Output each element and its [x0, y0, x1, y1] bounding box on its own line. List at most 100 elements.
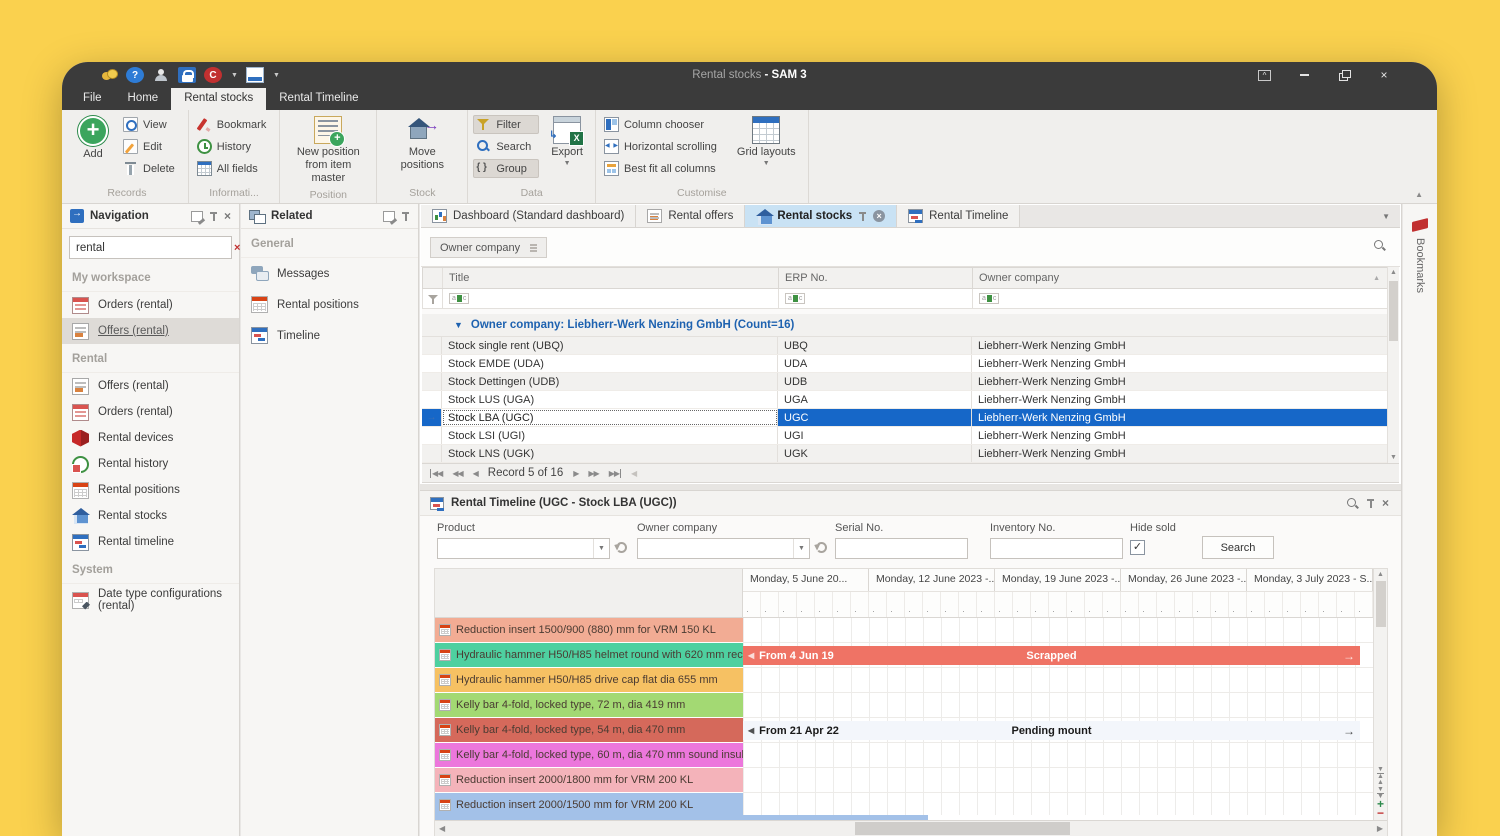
timeline-row-label[interactable]: Hydraulic hammer H50/H85 drive cap flat …: [435, 668, 743, 693]
table-row[interactable]: → Stock Dettingen (UDB) UDB Liebherr-Wer…: [422, 373, 1399, 391]
serial-no-input[interactable]: [835, 538, 968, 559]
cell-owner[interactable]: Liebherr-Werk Nenzing GmbH: [972, 445, 1399, 462]
bookmark-button[interactable]: Bookmark: [194, 115, 275, 134]
cell-erp[interactable]: UBQ: [778, 337, 972, 354]
sidebar-item[interactable]: Rental timeline: [62, 529, 239, 555]
cell-title[interactable]: Stock LSI (UGI): [442, 427, 778, 444]
table-row[interactable]: → Stock single rent (UBQ) UBQ Liebherr-W…: [422, 337, 1399, 355]
gantt-bar[interactable]: ◀ From 21 Apr 22 Pending mount →: [743, 721, 1360, 740]
sidebar-item[interactable]: Offers (rental): [62, 318, 239, 344]
scroll-right-icon[interactable]: ▶: [1377, 824, 1383, 833]
pin-icon[interactable]: [858, 211, 867, 222]
timeline-row-label[interactable]: Reduction insert 2000/1800 mm for VRM 20…: [435, 768, 743, 793]
view-button[interactable]: View: [120, 115, 183, 134]
cell-owner[interactable]: Liebherr-Werk Nenzing GmbH: [972, 427, 1399, 444]
cell-title[interactable]: Stock Dettingen (UDB): [442, 373, 778, 390]
product-combo[interactable]: ▼: [437, 538, 610, 559]
table-row[interactable]: → Stock EMDE (UDA) UDA Liebherr-Werk Nen…: [422, 355, 1399, 373]
search-icon[interactable]: [1373, 239, 1386, 252]
search-button[interactable]: Search: [1202, 536, 1274, 559]
ribbon-tab[interactable]: Home: [115, 88, 172, 110]
table-row[interactable]: → Stock LBA (UGC) UGC Liebherr-Werk Nenz…: [422, 409, 1399, 427]
sidebar-item[interactable]: Orders (rental): [62, 292, 239, 318]
ribbon-tab[interactable]: Rental stocks: [171, 88, 266, 110]
grid-layouts-button[interactable]: Grid layouts▼: [730, 115, 803, 169]
timeline-row-label[interactable]: Kelly bar 4-fold, locked type, 72 m, dia…: [435, 693, 743, 718]
chevron-down-icon[interactable]: ▼: [231, 72, 238, 79]
scroll-down-icon[interactable]: ▼: [1388, 454, 1399, 461]
filter-toggle-button[interactable]: Filter: [473, 115, 539, 134]
edit-button[interactable]: Edit: [120, 137, 183, 156]
scroll-left-icon[interactable]: ◀: [439, 824, 445, 833]
cell-title[interactable]: Stock single rent (UBQ): [442, 337, 778, 354]
cell-title[interactable]: Stock EMDE (UDA): [442, 355, 778, 372]
scroll-down-icon[interactable]: ▼: [1377, 766, 1384, 773]
cell-erp[interactable]: UGK: [778, 445, 972, 462]
table-row[interactable]: → Stock LSI (UGI) UGI Liebherr-Werk Nenz…: [422, 427, 1399, 445]
close-icon[interactable]: ×: [1382, 497, 1389, 509]
table-row[interactable]: → Stock LUS (UGA) UGA Liebherr-Werk Nenz…: [422, 391, 1399, 409]
grid-vertical-scrollbar[interactable]: ▲ ▼: [1387, 267, 1399, 463]
cell-owner[interactable]: Liebherr-Werk Nenzing GmbH: [972, 373, 1399, 390]
timeline-row-label[interactable]: Reduction insert 2000/1500 mm for VRM 20…: [435, 793, 743, 815]
pin-icon[interactable]: [1366, 498, 1375, 509]
tab-list-caret-icon[interactable]: ▼: [1382, 212, 1390, 221]
cell-owner[interactable]: Liebherr-Werk Nenzing GmbH: [972, 355, 1399, 372]
chevron-down-icon[interactable]: ▼: [273, 72, 280, 79]
zoom-out-icon[interactable]: −: [1377, 809, 1384, 818]
filter-cell-title[interactable]: ac: [443, 289, 779, 308]
prev-page-button[interactable]: ◀◀: [452, 469, 462, 478]
scroll-up-icon[interactable]: ▲: [1377, 571, 1384, 578]
edit-list-icon[interactable]: [383, 211, 395, 222]
last-record-button[interactable]: ▶▶: [609, 469, 621, 478]
timeline-row-label[interactable]: Reduction insert 1500/900 (880) mm for V…: [435, 618, 743, 643]
column-header-owner[interactable]: Owner company▲: [973, 268, 1386, 288]
timeline-row-label[interactable]: Kelly bar 4-fold, locked type, 60 m, dia…: [435, 743, 743, 768]
scrollbar-thumb[interactable]: [1376, 581, 1386, 627]
cell-title[interactable]: Stock LUS (UGA): [442, 391, 778, 408]
history-button[interactable]: History: [194, 137, 275, 156]
user-icon[interactable]: [152, 67, 170, 83]
section-header[interactable]: My workspace: [62, 263, 239, 292]
horizontal-scrolling-button[interactable]: Horizontal scrolling: [601, 137, 725, 156]
next-page-button[interactable]: ▶▶: [588, 469, 598, 478]
document-tab[interactable]: Rental offers: [636, 205, 745, 227]
delete-button[interactable]: Delete: [120, 159, 183, 178]
grid-group-row[interactable]: ▼ Owner company: Liebherr-Werk Nenzing G…: [422, 314, 1399, 337]
document-tab[interactable]: Rental stocks ×: [745, 205, 897, 227]
search-icon[interactable]: [1346, 497, 1359, 510]
clear-search-icon[interactable]: ×: [234, 242, 240, 254]
sidebar-item[interactable]: Rental devices: [62, 425, 239, 451]
scroll-left-icon[interactable]: ◀: [631, 469, 636, 478]
pin-icon[interactable]: [401, 211, 410, 222]
scroll-up-icon[interactable]: ▲: [1388, 269, 1399, 276]
column-chooser-button[interactable]: Column chooser: [601, 115, 725, 134]
scrollbar-thumb[interactable]: [855, 822, 1070, 835]
close-tab-icon[interactable]: ×: [873, 210, 885, 222]
timeline-row-label[interactable]: Hydraulic hammer H50/H85 helmet round wi…: [435, 643, 743, 668]
restore-button[interactable]: [1337, 69, 1351, 81]
cell-erp[interactable]: UGA: [778, 391, 972, 408]
timeline-row-label[interactable]: Kelly bar 4-fold, locked type, 54 m, dia…: [435, 718, 743, 743]
page-up-icon[interactable]: ▲: [1377, 779, 1384, 786]
section-header[interactable]: Rental: [62, 344, 239, 373]
collapse-ribbon-icon[interactable]: ▲: [1415, 190, 1423, 199]
column-header-title[interactable]: Title: [443, 268, 779, 288]
section-header[interactable]: General: [241, 229, 418, 258]
refresh-icon[interactable]: C: [204, 67, 222, 83]
ribbon-tab[interactable]: File: [70, 88, 115, 110]
group-toggle-button[interactable]: Group: [473, 159, 539, 178]
ribbon-tab[interactable]: Rental Timeline: [266, 88, 371, 110]
reset-icon[interactable]: [816, 542, 827, 553]
sidebar-item[interactable]: Offers (rental): [62, 373, 239, 399]
cell-owner[interactable]: Liebherr-Werk Nenzing GmbH: [972, 409, 1399, 426]
document-tab[interactable]: Rental Timeline: [897, 205, 1020, 227]
cell-erp[interactable]: UGC: [778, 409, 972, 426]
search-input[interactable]: [76, 242, 230, 254]
cell-erp[interactable]: UDA: [778, 355, 972, 372]
related-item[interactable]: Rental positions: [241, 289, 418, 320]
gantt-bar[interactable]: ◀ From 4 Jun 19 Scrapped →: [743, 646, 1360, 665]
related-item[interactable]: Timeline: [241, 320, 418, 351]
sidebar-item[interactable]: Rental stocks: [62, 503, 239, 529]
sidebar-item[interactable]: Rental positions: [62, 477, 239, 503]
